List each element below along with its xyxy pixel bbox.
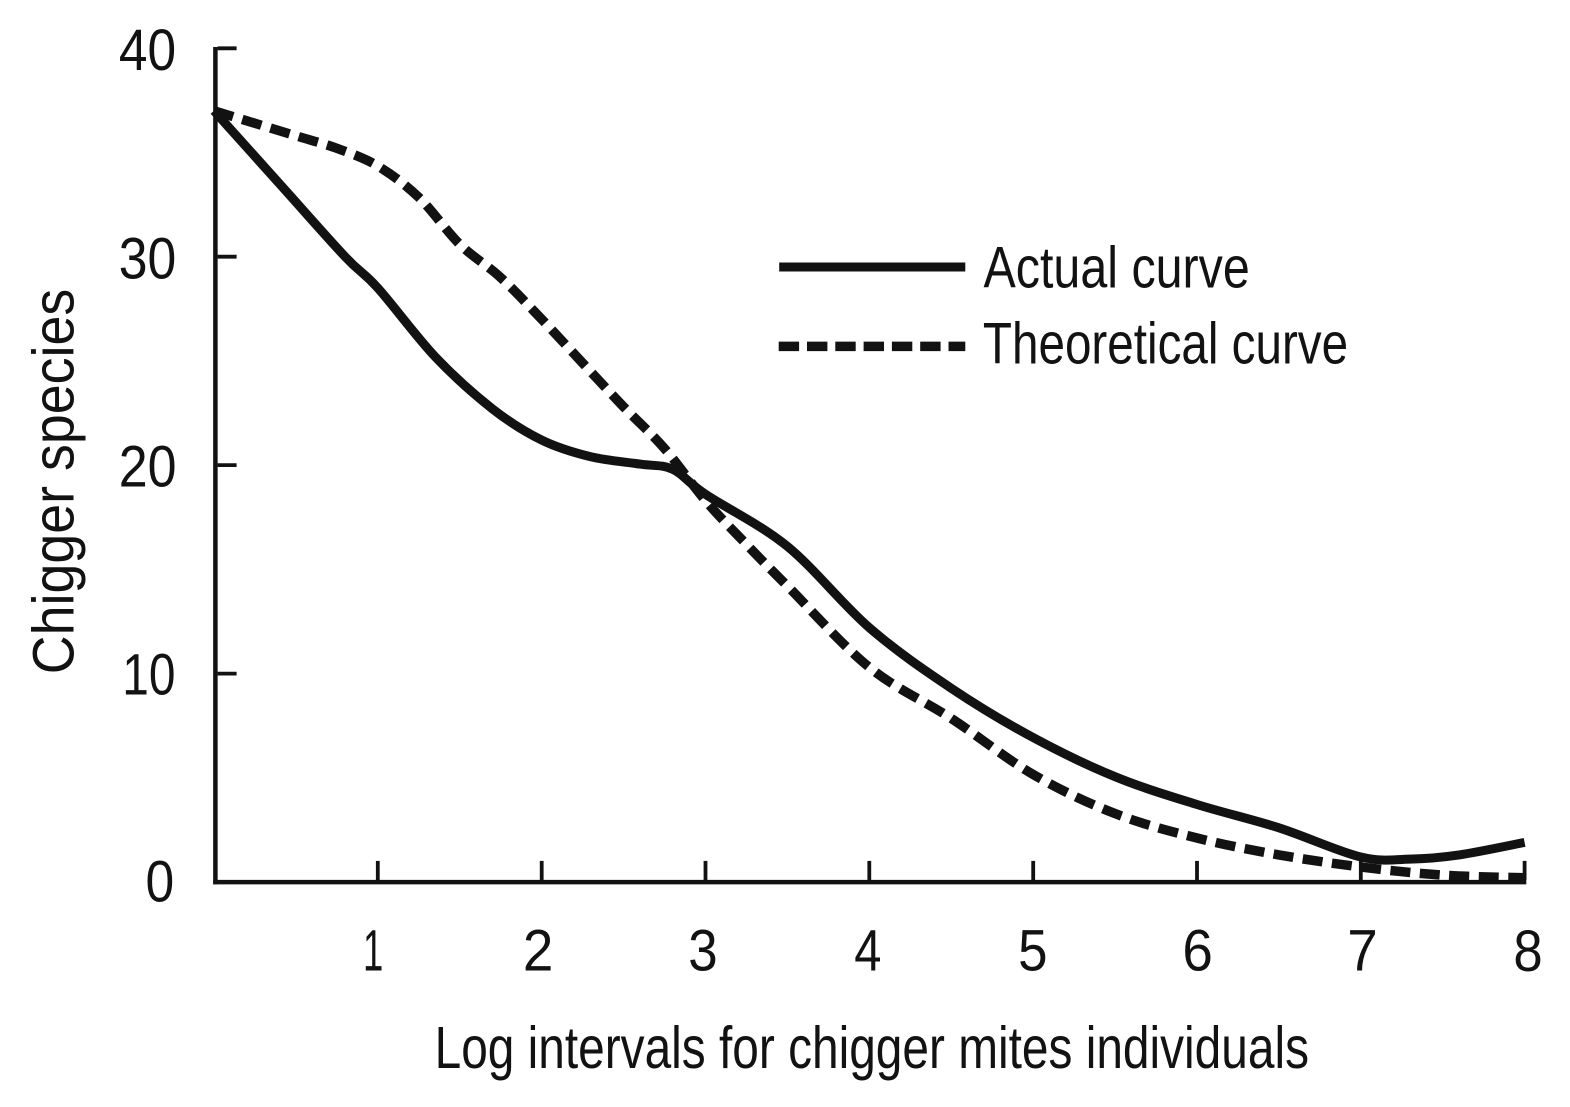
svg-text:Log intervals for chigger mite: Log intervals for chigger mites individu… [435, 1015, 1309, 1081]
svg-text:5: 5 [1018, 919, 1047, 984]
svg-text:4: 4 [854, 919, 881, 984]
svg-text:2: 2 [523, 919, 554, 984]
svg-text:Actual curve: Actual curve [984, 235, 1250, 300]
svg-text:40: 40 [119, 18, 176, 83]
svg-text:10: 10 [122, 643, 175, 708]
svg-text:1: 1 [363, 918, 383, 983]
svg-text:Theoretical curve: Theoretical curve [983, 312, 1348, 377]
svg-text:Chigger species: Chigger species [22, 289, 87, 674]
svg-text:6: 6 [1182, 919, 1213, 984]
svg-text:0: 0 [146, 849, 175, 914]
svg-text:7: 7 [1347, 919, 1378, 984]
svg-text:8: 8 [1513, 919, 1542, 984]
svg-text:3: 3 [688, 919, 717, 984]
svg-text:30: 30 [119, 227, 177, 292]
svg-text:20: 20 [119, 435, 177, 500]
